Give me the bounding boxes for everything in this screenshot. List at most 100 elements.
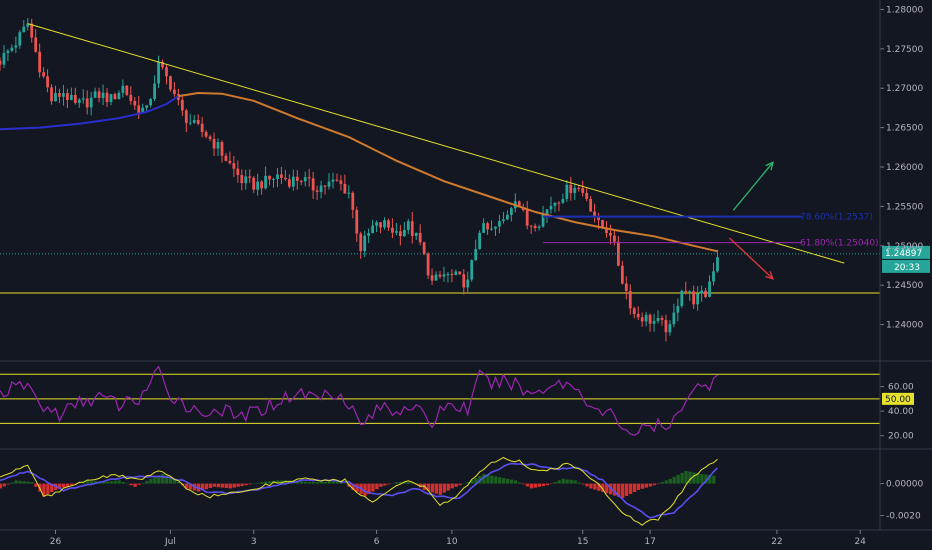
candle-body — [359, 233, 363, 252]
candle-body — [133, 100, 137, 106]
y-tick-label: 1.26000 — [886, 163, 923, 173]
candle-body — [58, 93, 61, 97]
macd-histogram-bar — [371, 483, 375, 492]
candle-body — [73, 94, 77, 103]
candle-body — [367, 232, 371, 236]
macd-histogram-bar — [46, 483, 50, 495]
candle-body — [624, 283, 628, 291]
candle-body — [204, 132, 208, 137]
macd-histogram-bar — [89, 480, 94, 484]
macd-histogram-bar — [307, 482, 312, 484]
macd-histogram-bar — [426, 483, 431, 492]
macd-histogram-bar — [85, 480, 90, 484]
macd-histogram-bar — [498, 477, 502, 484]
macd-histogram-bar — [375, 483, 379, 490]
candle-body — [252, 177, 256, 190]
arrow-down-line — [728, 237, 774, 280]
candle-body — [280, 174, 283, 178]
x-tick-label: 24 — [854, 537, 866, 547]
candle-body — [69, 94, 73, 100]
x-tick-label: 26 — [50, 537, 62, 547]
macd-histogram-bar — [351, 483, 355, 490]
macd-histogram-bar — [14, 480, 18, 484]
candle-body — [644, 314, 648, 322]
macd-histogram-bar — [573, 480, 577, 484]
macd-histogram-bar — [684, 470, 688, 484]
macd-histogram-bar — [161, 474, 165, 484]
candle-body — [454, 271, 458, 275]
candle-body — [50, 87, 53, 102]
candle-body — [418, 232, 422, 243]
candle-body — [165, 67, 168, 77]
macd-histogram-bar — [537, 483, 542, 487]
macd-histogram-bar — [383, 483, 387, 486]
signal-line — [0, 462, 719, 519]
candle-body — [145, 105, 149, 108]
candle-body — [565, 184, 569, 199]
candle-body — [668, 324, 672, 333]
macd-histogram-bar — [509, 479, 514, 484]
macd-histogram-bar — [545, 483, 550, 486]
candle-body — [533, 225, 537, 229]
macd-histogram-bar — [692, 472, 696, 484]
macd-histogram-bar — [391, 483, 395, 484]
candle-body — [609, 232, 612, 236]
macd-histogram-bar — [268, 481, 272, 484]
candle-body — [264, 175, 267, 189]
candle-body — [640, 317, 644, 322]
arrow-down-head — [765, 271, 775, 280]
macd-histogram-bar — [486, 474, 490, 484]
candle-body — [303, 177, 307, 182]
macd-histogram-bar — [58, 483, 62, 489]
candle-body — [549, 205, 553, 210]
candle-body — [343, 183, 347, 194]
candle-body — [506, 214, 509, 220]
macd-histogram-bar — [387, 483, 391, 485]
candle-body — [688, 291, 692, 293]
candle-body — [402, 230, 406, 237]
macd-histogram-bar — [418, 483, 423, 488]
macd-histogram-bar — [323, 482, 328, 484]
candle-body — [581, 188, 585, 193]
candle-body — [89, 97, 93, 108]
macd-histogram-bar — [494, 476, 498, 484]
macd-histogram-bar — [525, 483, 530, 487]
candle-body — [601, 219, 604, 228]
macd-histogram-bar — [236, 483, 240, 487]
candle-body — [660, 318, 664, 320]
macd-histogram-bar — [69, 483, 74, 486]
macd-histogram-bar — [454, 483, 458, 487]
macd-histogram-bar — [620, 483, 625, 498]
candle-body — [220, 142, 224, 156]
candle-body — [248, 176, 252, 178]
macd-histogram-bar — [521, 483, 526, 485]
macd-histogram-bar — [319, 482, 324, 484]
candle-body — [466, 279, 470, 288]
macd-histogram-bar — [541, 483, 546, 486]
macd-histogram-bar — [228, 483, 232, 489]
macd-histogram-bar — [589, 483, 593, 489]
candle-body — [323, 185, 327, 187]
candle-body — [335, 179, 339, 181]
macd-histogram-bar — [125, 483, 129, 485]
candle-body — [502, 219, 505, 222]
macd-histogram-bar — [506, 478, 510, 484]
macd-histogram-bar — [700, 474, 704, 484]
y-tick-label: 1.24000 — [886, 321, 923, 331]
candle-body — [284, 177, 287, 180]
candle-body — [434, 274, 438, 281]
macd-histogram-bar — [176, 482, 181, 484]
macd-histogram-bar — [367, 483, 371, 494]
macd-histogram-bar — [577, 482, 581, 484]
candle-body — [589, 198, 593, 212]
macd-histogram-bar — [220, 483, 224, 488]
candle-body — [398, 231, 402, 237]
macd-histogram-bar — [276, 480, 280, 484]
macd-histogram-bar — [652, 483, 657, 486]
macd-histogram-bar — [398, 482, 403, 484]
macd-histogram-bar — [303, 481, 308, 484]
candle-body — [26, 23, 30, 27]
candle-body — [260, 181, 264, 189]
candle-body — [141, 107, 145, 113]
